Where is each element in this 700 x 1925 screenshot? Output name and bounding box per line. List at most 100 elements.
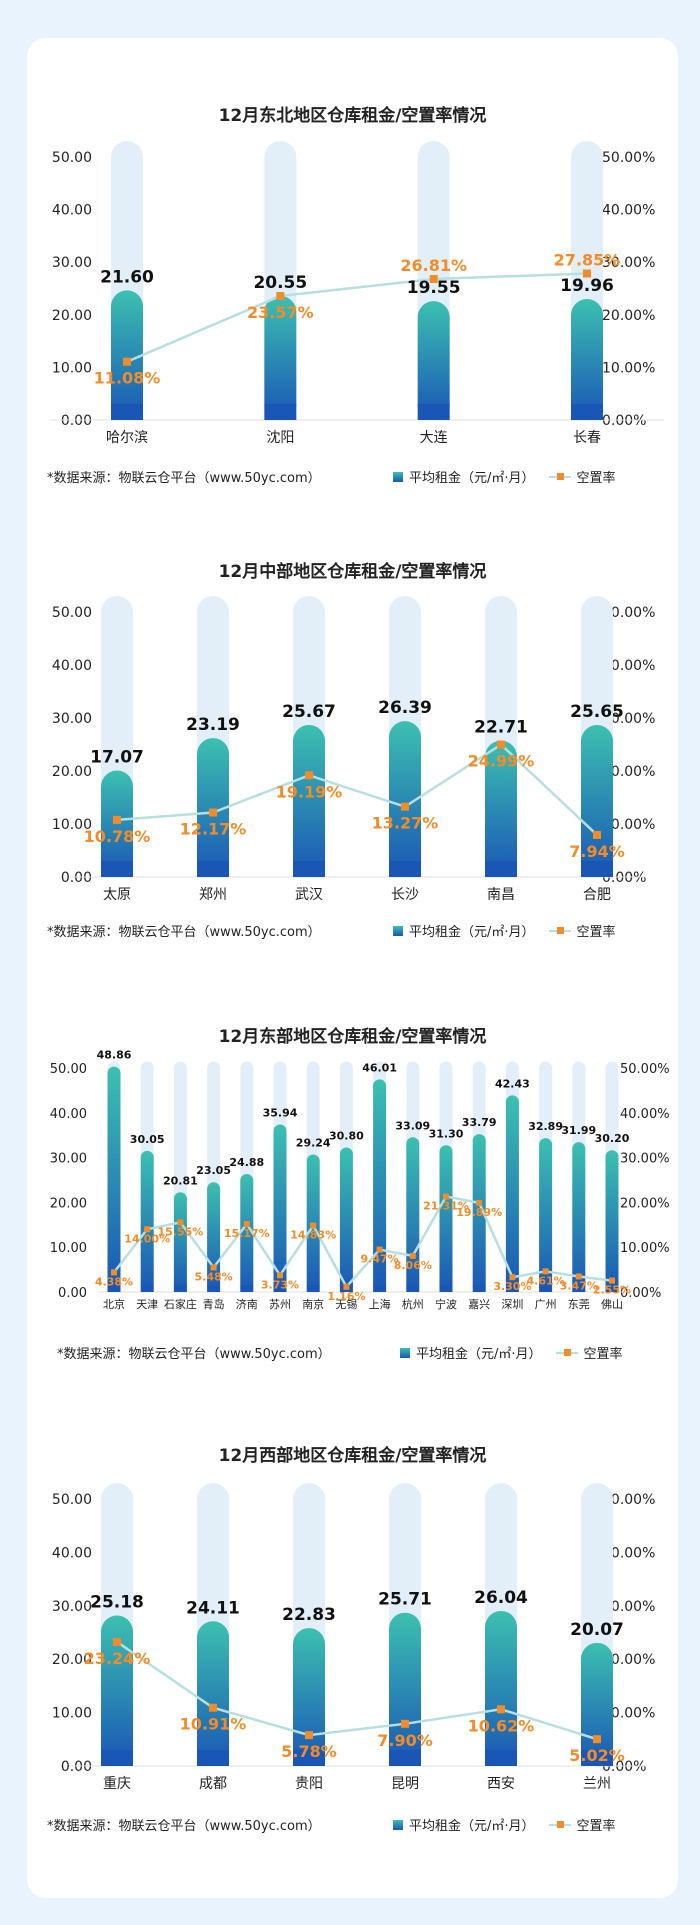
- left-axis-tick: 0.00: [61, 1759, 92, 1775]
- bar-贵阳: [293, 1628, 325, 1766]
- rent-value-label: 46.01: [362, 1061, 397, 1074]
- vacancy-marker: [401, 1719, 409, 1728]
- vacancy-marker: [542, 1268, 549, 1275]
- category-label: 宁波: [435, 1297, 457, 1311]
- vacancy-marker: [497, 1705, 505, 1714]
- data-source: *数据来源：物联云仓平台（www.50yc.com）: [47, 471, 321, 486]
- bar-上海: [373, 1079, 387, 1292]
- bar-base: [539, 1285, 553, 1292]
- vacancy-marker: [243, 1221, 250, 1228]
- vacancy-marker: [343, 1283, 350, 1290]
- category-label: 合肥: [583, 887, 611, 903]
- left-axis-tick: 30.00: [50, 1152, 87, 1167]
- bar-佛山: [605, 1150, 619, 1292]
- category-label: 武汉: [295, 887, 323, 903]
- vacancy-marker: [476, 1199, 483, 1206]
- vacancy-rate-label: 2.55%: [593, 1284, 631, 1297]
- left-axis-tick: 40.00: [52, 1545, 92, 1561]
- legend-bar-swatch: [400, 1347, 410, 1358]
- category-label: 北京: [103, 1297, 125, 1311]
- vacancy-rate-label: 5.02%: [569, 1746, 625, 1765]
- rent-value-label: 20.07: [570, 1620, 624, 1640]
- bar-济南: [240, 1174, 254, 1292]
- left-axis-tick: 30.00: [52, 711, 92, 727]
- right-axis-tick: 0.00%: [602, 413, 646, 429]
- vacancy-marker: [593, 830, 601, 839]
- legend-vacancy: 空置率: [576, 471, 616, 486]
- category-label: 杭州: [402, 1297, 424, 1311]
- bar-苏州: [273, 1124, 287, 1292]
- category-label: 大连: [420, 430, 448, 446]
- category-label: 东莞: [568, 1298, 590, 1311]
- bar-成都: [197, 1621, 229, 1766]
- bar-base: [581, 861, 613, 877]
- left-axis-tick: 40.00: [52, 203, 92, 219]
- rent-value-label: 30.05: [130, 1133, 165, 1146]
- vacancy-marker: [305, 1731, 313, 1740]
- vacancy-rate-label: 23.57%: [247, 303, 314, 322]
- data-source: *数据来源：物联云仓平台（www.50yc.com）: [57, 1347, 331, 1362]
- legend-line-swatch: [555, 1348, 578, 1356]
- right-axis-tick: 0.00%: [620, 1286, 661, 1301]
- vacancy-marker: [209, 1703, 217, 1712]
- chart-title: 12月东北地区仓库租金/空置率情况: [218, 106, 487, 126]
- rent-value-label: 30.80: [329, 1130, 364, 1143]
- bar-base: [101, 1750, 133, 1766]
- left-axis-tick: 30.00: [52, 1599, 92, 1615]
- vacancy-line: [126, 272, 588, 363]
- vacancy-marker: [113, 1637, 121, 1646]
- left-axis-tick: 10.00: [52, 1706, 92, 1722]
- vacancy-marker: [276, 292, 285, 301]
- vacancy-rate-label: 4.38%: [95, 1275, 133, 1288]
- bar-base: [240, 1285, 254, 1292]
- right-axis-tick: 10.00%: [602, 360, 655, 376]
- bar-哈尔滨: [111, 290, 143, 420]
- right-axis-tick: 10.00%: [602, 817, 655, 833]
- bar-base: [572, 1285, 586, 1292]
- vacancy-rate-label: 26.81%: [400, 256, 467, 275]
- legend-rent: 平均租金（元/㎡·月）: [409, 1819, 535, 1834]
- legend: 平均租金（元/㎡·月） 空置率: [400, 1343, 623, 1362]
- right-axis-tick: 20.00%: [602, 308, 655, 324]
- chart-west: 12月西部地区仓库租金/空置率情况 0.00 10.00 20.00 30.00 40.…: [27, 0, 678, 1834]
- rent-value-label: 29.24: [296, 1137, 331, 1150]
- bar-北京: [107, 1066, 121, 1292]
- vacancy-marker: [310, 1222, 317, 1229]
- vacancy-rate-label: 14.83%: [290, 1229, 336, 1242]
- bar-base: [197, 1750, 229, 1766]
- vacancy-rate-label: 9.47%: [361, 1253, 399, 1266]
- vacancy-line: [113, 1195, 613, 1289]
- left-axis-tick: 50.00: [50, 1062, 87, 1077]
- vacancy-rate-label: 4.61%: [527, 1274, 565, 1287]
- bar-base: [207, 1285, 221, 1292]
- category-label: 郑州: [199, 887, 227, 903]
- right-axis-tick: 0.00%: [602, 1759, 646, 1775]
- category-label: 兰州: [583, 1776, 611, 1792]
- category-label: 深圳: [501, 1298, 523, 1311]
- rent-value-label: 33.79: [462, 1116, 497, 1129]
- left-axis-tick: 0.00: [61, 413, 92, 429]
- left-axis-tick: 10.00: [50, 1241, 87, 1256]
- chart-title: 12月东部地区仓库租金/空置率情况: [218, 1027, 487, 1047]
- rent-value-label: 22.71: [474, 718, 528, 738]
- category-label: 苏州: [269, 1298, 291, 1311]
- right-axis-tick: 40.00%: [602, 658, 655, 674]
- bar-base: [485, 861, 517, 877]
- vacancy-rate-label: 12.17%: [180, 819, 247, 838]
- vacancy-rate-label: 19.89%: [456, 1206, 502, 1219]
- vacancy-marker: [305, 771, 313, 780]
- bar-嘉兴: [472, 1134, 486, 1292]
- vacancy-marker: [583, 269, 591, 278]
- bar-base: [581, 1750, 613, 1766]
- vacancy-rate-label: 24.99%: [468, 752, 535, 771]
- vacancy-marker: [497, 740, 505, 749]
- bar-杭州: [406, 1137, 420, 1292]
- vacancy-rate-label: 5.78%: [281, 1742, 337, 1761]
- vacancy-rate-label: 7.94%: [569, 842, 625, 861]
- left-axis-tick: 0.00: [61, 870, 92, 886]
- right-axis-tick: 50.00%: [602, 605, 655, 621]
- category-label: 昆明: [391, 1776, 419, 1792]
- right-axis-tick: 40.00%: [602, 203, 655, 219]
- bar-base: [111, 404, 143, 420]
- legend-bar-swatch: [393, 471, 403, 482]
